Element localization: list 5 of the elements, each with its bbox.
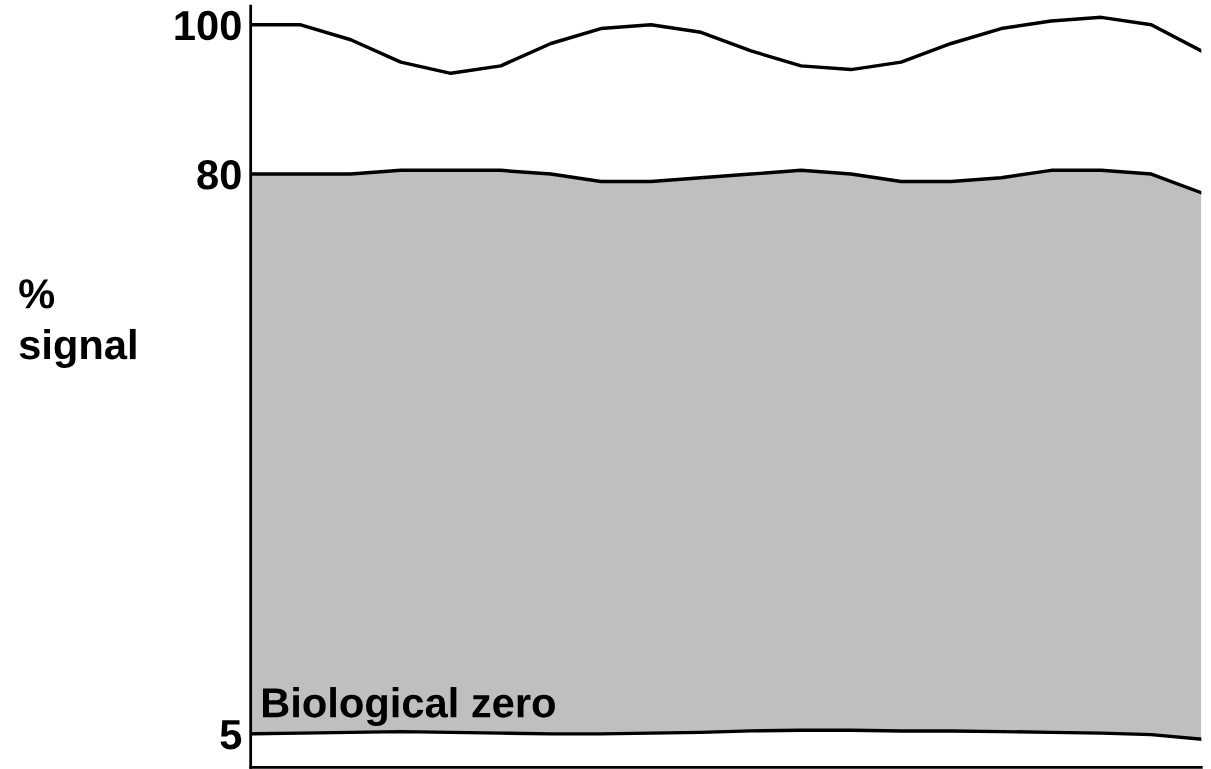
y-tick-label: 5 <box>220 720 242 750</box>
annotation: Biological zero <box>262 687 555 727</box>
y-axis-title: % signal <box>19 279 136 368</box>
y-tick-label: 80 <box>197 160 241 190</box>
y-tick-label: 100 <box>175 10 241 41</box>
